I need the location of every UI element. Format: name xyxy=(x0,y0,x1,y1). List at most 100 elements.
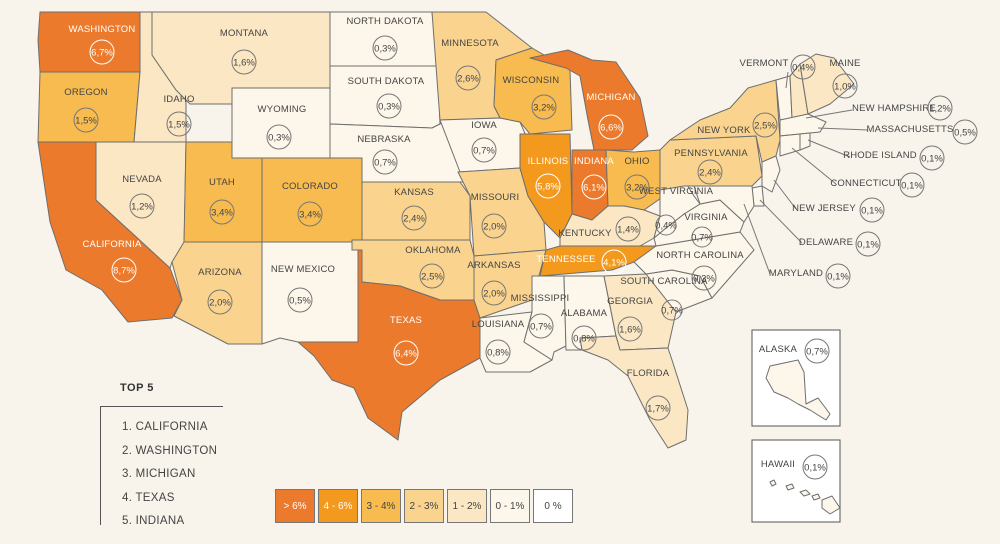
value-ring-alaska xyxy=(804,338,830,364)
value-ring-new-mexico xyxy=(287,287,313,313)
label-delaware: DELAWARE xyxy=(799,237,853,248)
value-ring-nevada xyxy=(129,193,155,219)
label-kansas: KANSAS xyxy=(394,187,434,198)
label-west-virginia: WEST VIRGINIA xyxy=(639,186,714,197)
label-south-dakota: SOUTH DAKOTA xyxy=(348,76,425,87)
value-ring-minnesota xyxy=(455,65,481,91)
value-oregon: 1,5% xyxy=(75,116,97,127)
label-kentucky: KENTUCKY xyxy=(558,228,612,239)
value-illinois: 5,8% xyxy=(537,182,559,193)
value-north-dakota: 0,3% xyxy=(374,44,396,55)
state-alaska[interactable] xyxy=(765,359,831,421)
leader-lines xyxy=(743,71,869,275)
value-ring-montana xyxy=(231,49,257,75)
value-ring-alabama xyxy=(571,325,597,351)
top5-item: 1. CALIFORNIA xyxy=(122,421,208,433)
top5-bracket xyxy=(100,406,223,525)
label-hawaii: HAWAII xyxy=(761,459,795,470)
label-wyoming: WYOMING xyxy=(258,104,307,115)
state-colorado[interactable] xyxy=(261,157,363,243)
value-new-york: 2,5% xyxy=(754,121,776,132)
state-rhode-island[interactable] xyxy=(799,132,811,151)
label-missouri: MISSOURI xyxy=(471,192,520,203)
value-idaho: 1,5% xyxy=(168,120,190,131)
top5-item: 5. INDIANA xyxy=(122,515,185,527)
state-washington[interactable] xyxy=(37,11,141,73)
value-ring-virginia xyxy=(691,226,713,248)
legend-swatch-3to4: 3 - 4% xyxy=(361,489,401,523)
state-arizona[interactable] xyxy=(171,241,263,345)
value-ring-nebraska xyxy=(372,149,398,175)
value-wyoming: 0,3% xyxy=(268,133,290,144)
label-ohio: OHIO xyxy=(624,156,649,167)
top5-item: 4. TEXAS xyxy=(122,491,175,504)
value-michigan: 6,6% xyxy=(600,123,622,134)
value-ring-illinois xyxy=(535,173,561,199)
value-delaware: 0,1% xyxy=(857,240,879,251)
label-new-jersey: NEW JERSEY xyxy=(792,203,856,214)
value-ring-south-carolina xyxy=(661,299,683,321)
label-rhode-island: RHODE ISLAND xyxy=(843,150,917,161)
value-nevada: 1,2% xyxy=(131,202,153,213)
label-north-carolina: NORTH CAROLINA xyxy=(656,250,744,261)
value-ring-delaware xyxy=(855,231,881,257)
value-north-carolina: 0,3% xyxy=(693,274,715,285)
label-montana: MONTANA xyxy=(220,28,269,39)
value-arkansas: 2,0% xyxy=(483,289,505,300)
value-ring-kansas xyxy=(401,205,427,231)
value-massachusetts: 0,5% xyxy=(954,128,976,139)
state-pennsylvania[interactable] xyxy=(659,135,763,191)
value-new-hampshire: 1,2% xyxy=(929,104,951,115)
label-maine: MAINE xyxy=(829,58,860,69)
legend-swatch-4to6: 4 - 6% xyxy=(318,489,358,523)
value-ring-utah xyxy=(209,199,235,225)
value-hawaii: 0,1% xyxy=(804,463,826,474)
value-ring-south-dakota xyxy=(376,93,402,119)
label-vermont: VERMONT xyxy=(740,58,789,69)
state-michigan[interactable] xyxy=(529,49,649,151)
state-hawaii[interactable] xyxy=(769,479,841,515)
state-new-jersey[interactable] xyxy=(761,155,781,193)
state-maryland[interactable] xyxy=(693,185,755,223)
state-illinois[interactable] xyxy=(519,133,573,239)
state-florida[interactable] xyxy=(579,335,689,449)
state-kansas[interactable] xyxy=(361,181,471,241)
legend-swatch-gt6: > 6% xyxy=(275,489,315,523)
value-ring-washington xyxy=(89,39,115,65)
value-texas: 6,4% xyxy=(395,349,417,360)
state-massachusetts[interactable] xyxy=(779,113,827,137)
label-new-mexico: NEW MEXICO xyxy=(271,264,335,275)
value-ring-rhode-island xyxy=(919,145,945,171)
label-georgia: GEORGIA xyxy=(607,296,653,307)
value-ring-pennsylvania xyxy=(697,159,723,185)
state-north-carolina[interactable] xyxy=(633,231,755,299)
value-ring-new-hampshire xyxy=(927,95,953,121)
value-ring-new-jersey xyxy=(859,197,885,223)
value-alabama: 0,8% xyxy=(573,334,595,345)
value-california: 8,7% xyxy=(113,266,135,277)
value-connecticut: 0,1% xyxy=(901,181,923,192)
value-iowa: 0,7% xyxy=(473,146,495,157)
label-idaho: IDAHO xyxy=(163,94,194,105)
label-alaska: ALASKA xyxy=(759,344,798,355)
value-nebraska: 0,7% xyxy=(374,158,396,169)
value-maryland: 0,1% xyxy=(827,272,849,283)
state-new-york[interactable] xyxy=(669,79,781,163)
value-ring-new-york xyxy=(752,112,778,138)
value-utah: 3,4% xyxy=(211,208,233,219)
label-oregon: OREGON xyxy=(64,87,107,98)
value-ring-california xyxy=(111,257,137,283)
label-maryland: MARYLAND xyxy=(769,268,823,279)
value-ring-indiana xyxy=(581,174,607,200)
label-massachusetts: MASSACHUSETTS xyxy=(866,124,953,135)
label-arizona: ARIZONA xyxy=(198,267,242,278)
value-new-mexico: 0,5% xyxy=(289,296,311,307)
label-new-hampshire: NEW HAMPSHIRE xyxy=(852,103,936,114)
state-wyoming[interactable] xyxy=(231,87,331,159)
state-texas[interactable] xyxy=(297,249,481,441)
label-virginia: VIRGINIA xyxy=(684,212,728,223)
top5-item: 2. WASHINGTON xyxy=(122,444,218,457)
label-michigan: MICHIGAN xyxy=(586,92,635,103)
label-texas: TEXAS xyxy=(390,315,422,326)
value-ring-kentucky xyxy=(615,216,641,242)
